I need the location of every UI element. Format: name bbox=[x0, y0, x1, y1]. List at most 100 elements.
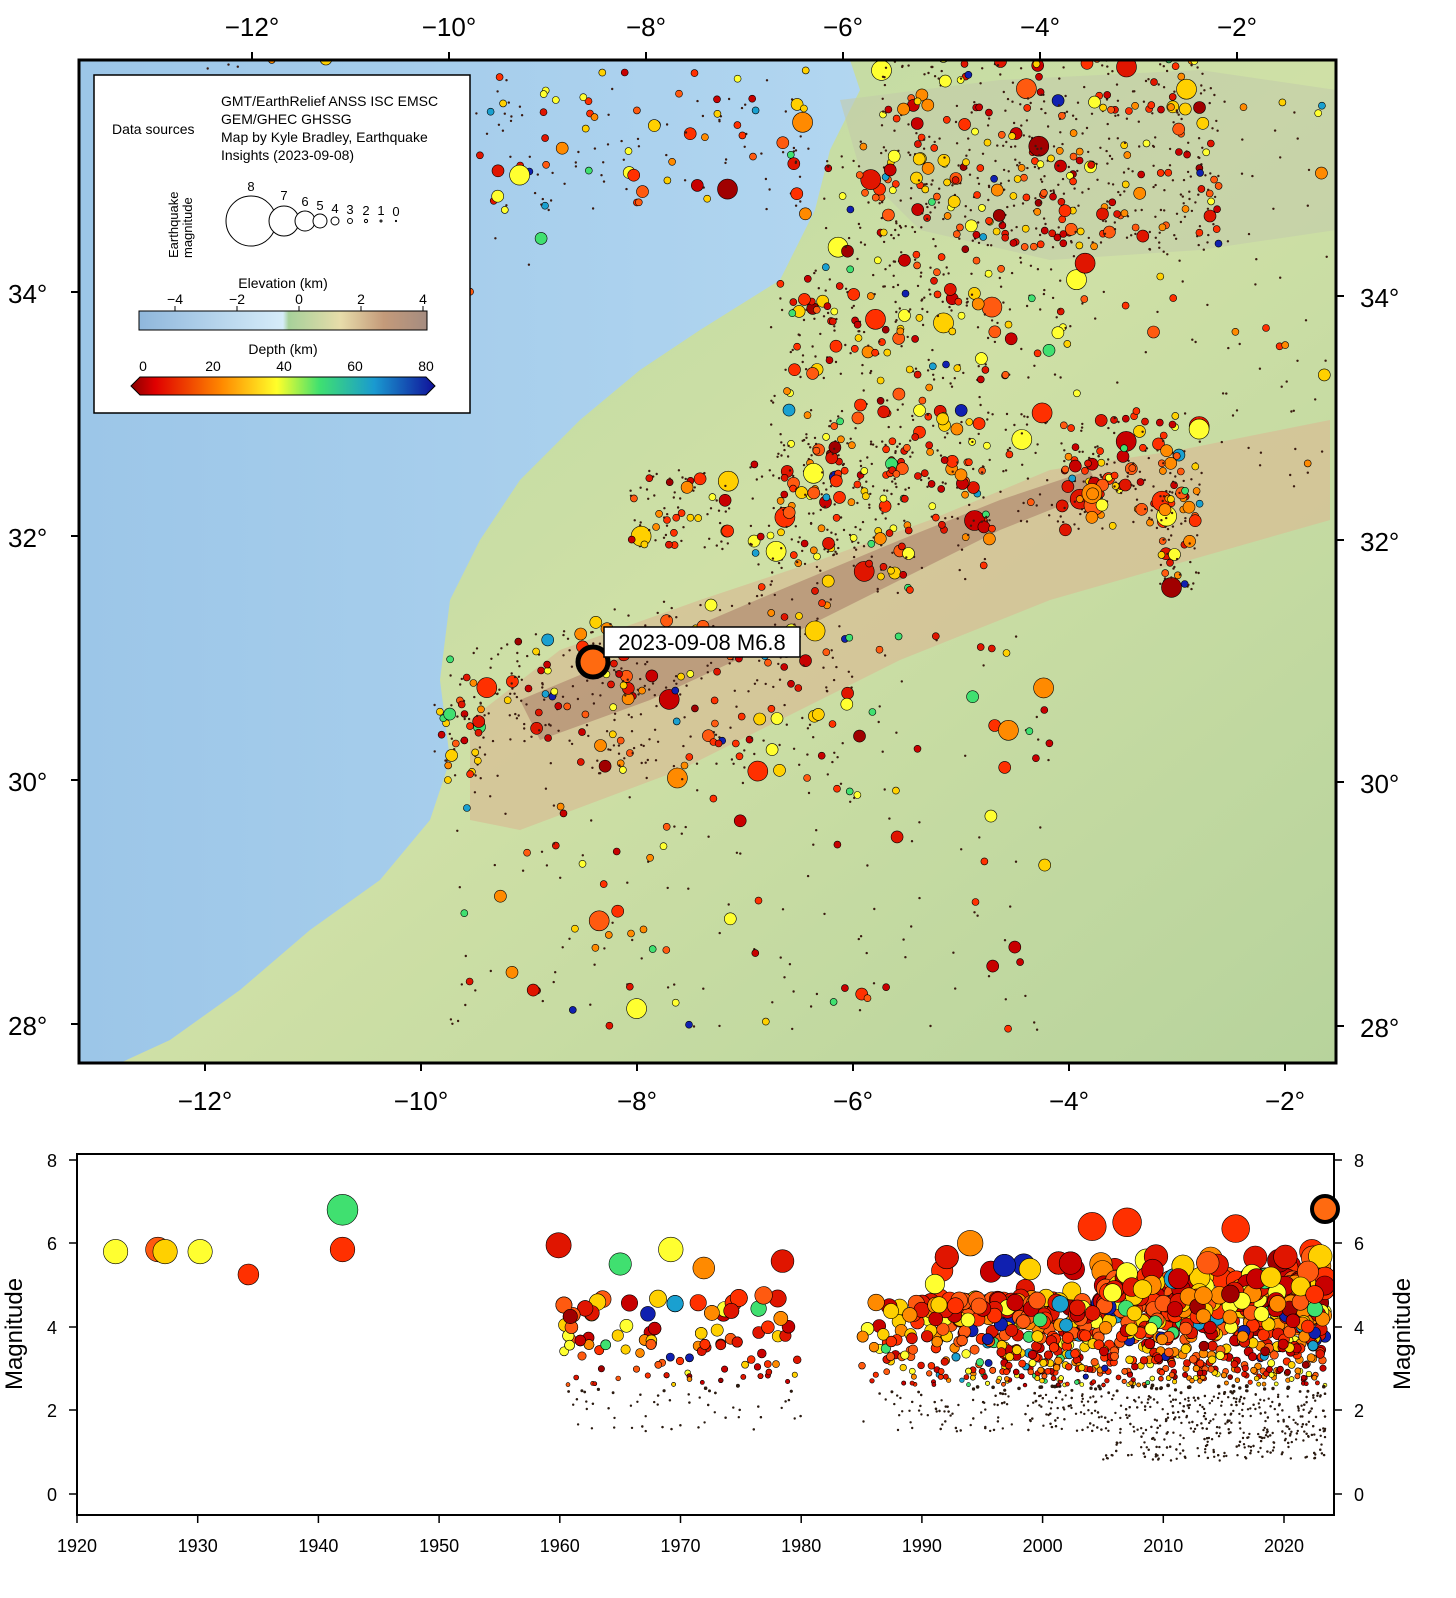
earthquake-marker bbox=[538, 729, 541, 732]
timeline-event bbox=[619, 1319, 634, 1333]
earthquake-marker bbox=[1069, 152, 1078, 161]
earthquake-marker bbox=[1132, 520, 1135, 524]
earthquake-marker bbox=[801, 549, 804, 553]
timeline-event bbox=[1153, 1438, 1156, 1441]
timeline-event bbox=[1093, 1339, 1105, 1351]
earthquake-marker bbox=[770, 712, 784, 725]
earthquake-marker bbox=[898, 309, 911, 322]
earthquake-marker bbox=[1154, 136, 1157, 139]
earthquake-marker bbox=[848, 441, 856, 450]
timeline-event bbox=[1261, 1381, 1267, 1387]
timeline-event bbox=[1161, 1453, 1165, 1457]
earthquake-marker bbox=[981, 152, 985, 155]
earthquake-marker bbox=[978, 466, 986, 475]
earthquake-marker bbox=[980, 520, 983, 523]
timeline-event bbox=[1207, 1355, 1217, 1365]
earthquake-marker bbox=[445, 759, 448, 762]
earthquake-marker bbox=[895, 220, 898, 223]
timeline-event bbox=[1018, 1359, 1027, 1368]
timeline-event bbox=[1221, 1284, 1240, 1304]
mainshock-marker[interactable] bbox=[575, 644, 611, 680]
timeline-event bbox=[640, 1306, 656, 1322]
earthquake-marker bbox=[779, 956, 782, 959]
timeline-event bbox=[1193, 1427, 1197, 1431]
earthquake-marker bbox=[599, 772, 602, 775]
earthquake-marker bbox=[928, 135, 931, 138]
earthquake-marker bbox=[803, 274, 812, 283]
timeline-event bbox=[1301, 1319, 1315, 1334]
earthquake-marker bbox=[684, 825, 687, 829]
earthquake-marker bbox=[778, 678, 782, 681]
earthquake-marker bbox=[972, 467, 975, 471]
earthquake-marker bbox=[856, 257, 859, 261]
earthquake-marker bbox=[913, 258, 917, 261]
earthquake-marker bbox=[992, 227, 1001, 236]
earthquake-marker bbox=[853, 480, 862, 489]
timeline-event bbox=[1305, 1423, 1308, 1426]
earthquake-marker bbox=[831, 760, 834, 764]
timeline-event bbox=[1267, 1359, 1276, 1368]
earthquake-marker bbox=[590, 113, 599, 121]
earthquake-marker bbox=[880, 201, 884, 204]
earthquake-marker bbox=[433, 703, 436, 707]
earthquake-marker bbox=[1090, 242, 1098, 251]
earthquake-marker bbox=[968, 148, 971, 152]
earthquake-marker bbox=[521, 869, 525, 872]
earthquake-marker bbox=[554, 971, 557, 974]
earthquake-marker bbox=[1182, 479, 1185, 483]
earthquake-marker bbox=[665, 123, 669, 126]
earthquake-marker bbox=[1021, 53, 1023, 55]
timeline-event bbox=[1070, 1406, 1073, 1410]
earthquake-marker bbox=[1011, 100, 1014, 103]
timeline-event bbox=[1089, 1386, 1093, 1390]
earthquake-marker bbox=[1035, 715, 1039, 719]
earthquake-marker bbox=[336, 37, 343, 44]
earthquake-marker bbox=[1005, 140, 1008, 144]
earthquake-marker bbox=[809, 409, 813, 412]
earthquake-marker bbox=[792, 146, 796, 150]
earthquake-marker bbox=[1025, 119, 1029, 122]
timeline-event bbox=[765, 1368, 773, 1376]
earthquake-marker bbox=[1125, 236, 1129, 239]
earthquake-marker bbox=[941, 481, 944, 484]
earthquake-marker bbox=[879, 494, 888, 503]
earthquake-marker bbox=[854, 548, 858, 551]
x-tick-label: 1950 bbox=[419, 1536, 459, 1556]
earthquake-marker bbox=[1156, 449, 1159, 452]
timeline-event bbox=[1054, 1419, 1057, 1422]
earthquake-marker bbox=[1197, 137, 1201, 140]
timeline-event bbox=[936, 1322, 950, 1336]
timeline-event bbox=[999, 1392, 1002, 1395]
earthquake-marker bbox=[925, 202, 928, 206]
earthquake-marker bbox=[859, 528, 862, 531]
earthquake-marker bbox=[865, 480, 868, 483]
earthquake-marker bbox=[466, 722, 474, 730]
earthquake-marker bbox=[627, 535, 636, 544]
earthquake-marker bbox=[987, 117, 991, 120]
earthquake-marker bbox=[1201, 146, 1204, 149]
timeline-event bbox=[1241, 1364, 1249, 1372]
mainshock-timeline-marker[interactable] bbox=[1310, 1194, 1340, 1224]
magnitude-value: 8 bbox=[247, 179, 254, 194]
earthquake-marker bbox=[544, 734, 552, 742]
timeline-event bbox=[1277, 1393, 1280, 1397]
timeline-event bbox=[980, 1411, 983, 1414]
earthquake-marker bbox=[1307, 168, 1311, 172]
earthquake-marker bbox=[913, 230, 917, 234]
earthquake-marker bbox=[801, 66, 810, 75]
earthquake-marker bbox=[909, 439, 912, 442]
earthquake-marker bbox=[1006, 205, 1009, 209]
timeline-event bbox=[1305, 1432, 1308, 1436]
earthquake-marker bbox=[770, 423, 773, 426]
earthquake-marker bbox=[1131, 170, 1134, 173]
earthquake-marker bbox=[852, 555, 856, 559]
top-lon-label: −4° bbox=[1020, 12, 1060, 42]
earthquake-marker bbox=[718, 608, 722, 612]
timeline-event bbox=[1147, 1398, 1150, 1401]
timeline-event bbox=[1188, 1421, 1191, 1424]
timeline-event bbox=[1079, 1382, 1085, 1387]
earthquake-marker bbox=[925, 441, 934, 450]
earthquake-marker bbox=[767, 704, 776, 713]
timeline-event bbox=[1166, 1301, 1183, 1318]
earthquake-marker bbox=[937, 77, 940, 80]
